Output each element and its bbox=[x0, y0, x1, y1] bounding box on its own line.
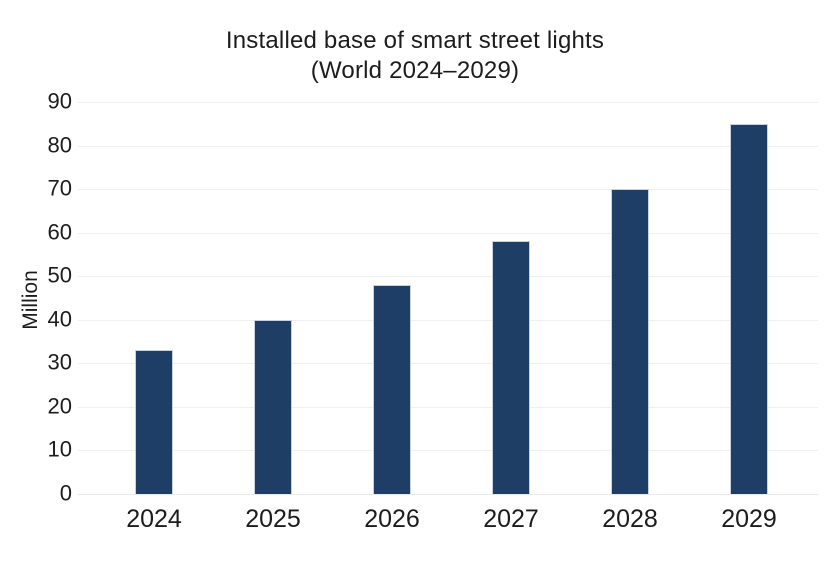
bar-2025 bbox=[254, 320, 292, 494]
x-tick-label-2024: 2024 bbox=[126, 505, 182, 533]
x-tick-label-2026: 2026 bbox=[364, 505, 420, 533]
bar-2028 bbox=[611, 189, 649, 494]
y-tick-label-10: 10 bbox=[47, 436, 72, 462]
y-tick-label-80: 80 bbox=[47, 132, 72, 158]
plot-area bbox=[78, 102, 818, 495]
bar-2026 bbox=[373, 285, 411, 494]
bar-2027 bbox=[492, 241, 530, 494]
y-tick-label-0: 0 bbox=[59, 480, 72, 506]
y-tick-label-40: 40 bbox=[47, 306, 72, 332]
y-tick-label-90: 90 bbox=[47, 88, 72, 114]
gridline-30 bbox=[78, 363, 818, 365]
gridline-70 bbox=[78, 189, 818, 191]
x-tick-label-2025: 2025 bbox=[245, 505, 301, 533]
chart-subtitle: (World 2024–2029) bbox=[310, 57, 520, 84]
y-tick-label-30: 30 bbox=[47, 349, 72, 375]
gridline-90 bbox=[78, 102, 818, 103]
y-tick-label-60: 60 bbox=[47, 219, 72, 245]
x-tick-label-2028: 2028 bbox=[602, 505, 658, 533]
x-tick-label-2029: 2029 bbox=[721, 505, 777, 533]
y-tick-label-20: 20 bbox=[47, 393, 72, 419]
bar-2029 bbox=[730, 124, 768, 494]
gridline-20 bbox=[78, 406, 818, 408]
bar-2024 bbox=[135, 350, 173, 494]
x-axis: 2024 2025 2026 2027 2028 2029 bbox=[0, 505, 830, 545]
gridline-0 bbox=[78, 494, 818, 495]
x-tick-label-2027: 2027 bbox=[483, 505, 539, 533]
chart-title: Installed base of smart street lights bbox=[225, 27, 605, 54]
gridline-40 bbox=[78, 319, 818, 321]
gridline-50 bbox=[78, 276, 818, 278]
gridline-60 bbox=[78, 232, 818, 234]
gridline-10 bbox=[78, 450, 818, 452]
gridline-80 bbox=[78, 145, 818, 147]
y-tick-label-50: 50 bbox=[47, 262, 72, 288]
y-axis: 0 10 20 30 40 50 60 70 80 90 bbox=[0, 0, 72, 572]
chart-header: Installed base of smart street lights (W… bbox=[0, 26, 830, 86]
y-tick-label-70: 70 bbox=[47, 175, 72, 201]
